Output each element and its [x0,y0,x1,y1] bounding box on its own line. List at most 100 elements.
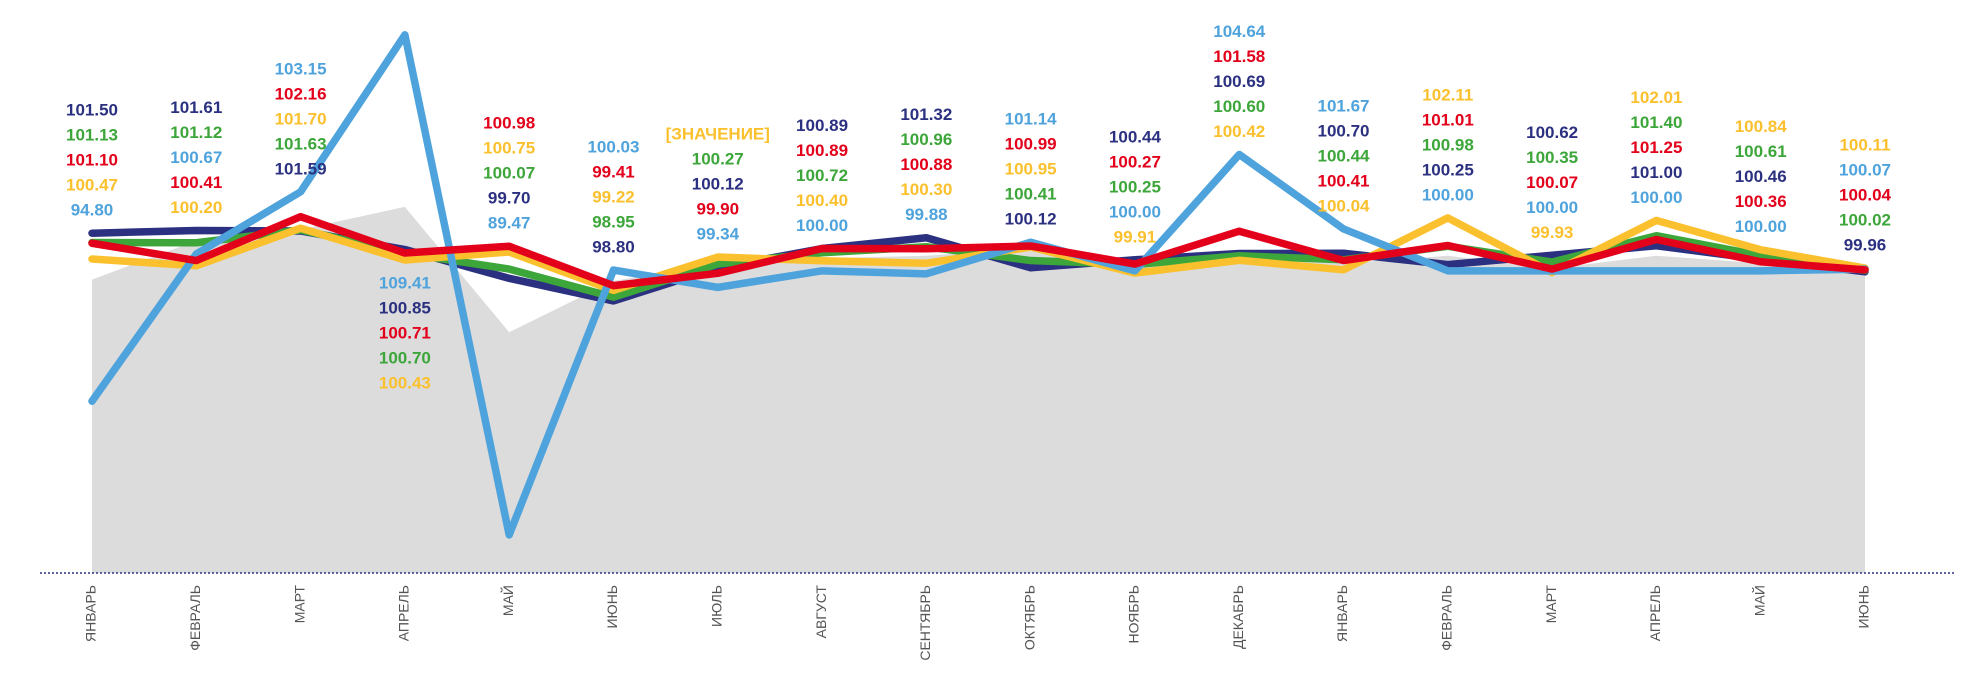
data-label: 100.25 [1422,160,1474,179]
data-label: 100.07 [1839,161,1891,180]
x-tick-label: МАРТ [1543,585,1559,624]
data-label: 101.14 [1005,110,1058,129]
x-tick-label: МАРТ [291,585,307,624]
data-label: 100.44 [1109,127,1162,146]
data-label: 100.30 [900,180,952,199]
data-label: 98.80 [592,238,635,257]
data-label: 101.32 [900,105,952,124]
data-label: 99.22 [592,188,635,207]
data-label: 100.00 [1422,185,1474,204]
data-label: 100.25 [1109,177,1161,196]
data-label: 100.85 [379,299,431,318]
data-label: 101.59 [275,159,327,178]
data-label: 101.40 [1630,113,1682,132]
data-label: 100.12 [692,175,744,194]
data-label: 100.11 [1839,136,1890,155]
data-label: 100.89 [796,141,848,160]
x-tick-label: ИЮНЬ [1856,585,1872,629]
data-label: 101.12 [170,123,222,142]
x-tick-label: АВГУСТ [813,585,829,639]
x-tick-label: ЯНВАРЬ [83,585,99,642]
x-tick-label: МАЙ [499,585,516,616]
data-label: 100.00 [1735,217,1787,236]
x-tick-label: АПРЕЛЬ [396,585,412,641]
data-label: 100.12 [1005,210,1057,229]
data-label: 100.02 [1839,211,1891,230]
data-label: 100.88 [900,155,952,174]
data-label: 100.20 [170,198,222,217]
data-label: 100.67 [170,148,222,167]
data-label: 100.95 [1005,160,1057,179]
x-tick-label: ДЕКАБРЬ [1230,585,1246,649]
data-label: 101.01 [1422,110,1474,129]
data-label: 100.03 [587,138,639,157]
data-label: 101.00 [1630,163,1682,182]
x-tick-label: ФЕВРАЛЬ [1439,585,1455,651]
data-label: 100.60 [1213,97,1265,116]
data-label: 100.04 [1839,186,1892,205]
data-label: 100.98 [483,114,535,133]
x-tick-label: СЕНТЯБРЬ [917,585,933,661]
x-tick-label: ИЮНЬ [604,585,620,629]
data-label: 100.89 [796,116,848,135]
data-label: 102.11 [1422,85,1473,104]
data-label: 100.46 [1735,167,1787,186]
x-tick-label: ЯНВАРЬ [1334,585,1350,642]
data-label: 101.61 [170,98,222,117]
data-label: 100.96 [900,130,952,149]
data-label: 100.00 [1526,198,1578,217]
data-label: 100.98 [1422,135,1474,154]
data-label: 101.67 [1318,96,1370,115]
data-label: 100.72 [796,166,848,185]
data-label: 100.07 [483,164,535,183]
data-label: 102.01 [1630,88,1682,107]
data-label: 100.27 [1109,152,1161,171]
data-label: 101.10 [66,151,118,170]
data-label: 100.00 [1109,202,1161,221]
data-label: 101.70 [275,109,327,128]
data-label: 101.50 [66,101,118,120]
x-tick-label: НОЯБРЬ [1126,585,1142,644]
data-label: 100.43 [379,374,431,393]
data-label: 98.95 [592,213,635,232]
series-line [88,212,1869,290]
data-label: 100.61 [1735,142,1787,161]
x-tick-label: МАЙ [1750,585,1767,616]
area [92,206,1865,573]
data-label: 100.41 [1318,171,1370,190]
data-label: 100.70 [1318,121,1370,140]
data-label: 102.16 [275,84,327,103]
data-label: 100.62 [1526,123,1578,142]
data-label: 103.15 [275,59,327,78]
data-label: 101.63 [275,134,327,153]
data-label: 100.07 [1526,173,1578,192]
data-label: 100.41 [170,173,222,192]
data-label: 100.00 [1630,188,1682,207]
data-label: 100.70 [379,349,431,368]
x-tick-label: ФЕВРАЛЬ [187,585,203,651]
x-tick-label: ИЮЛЬ [708,585,724,627]
data-label: 100.40 [796,191,848,210]
data-label: 101.25 [1630,138,1682,157]
data-label: 100.42 [1213,122,1265,141]
data-label: 89.47 [488,214,531,233]
data-label: 99.91 [1114,227,1157,246]
data-label: 104.64 [1213,22,1266,41]
data-label: 99.96 [1844,236,1887,255]
data-label: 100.47 [66,176,118,195]
data-label: 100.36 [1735,192,1787,211]
x-tick-label: АПРЕЛЬ [1647,585,1663,641]
data-label: 99.93 [1531,223,1574,242]
data-label: 99.90 [696,200,739,219]
data-label: 100.04 [1318,196,1371,215]
data-label: 99.34 [696,225,739,244]
data-label: 100.71 [379,324,431,343]
data-label: 99.70 [488,189,531,208]
data-label: 99.41 [592,163,635,182]
data-label: 99.88 [905,205,948,224]
x-tick-label: ОКТЯБРЬ [1021,585,1037,650]
data-label: 100.27 [692,150,744,169]
data-label: 100.75 [483,139,535,158]
data-label: 100.69 [1213,72,1265,91]
data-label: 100.35 [1526,148,1578,167]
